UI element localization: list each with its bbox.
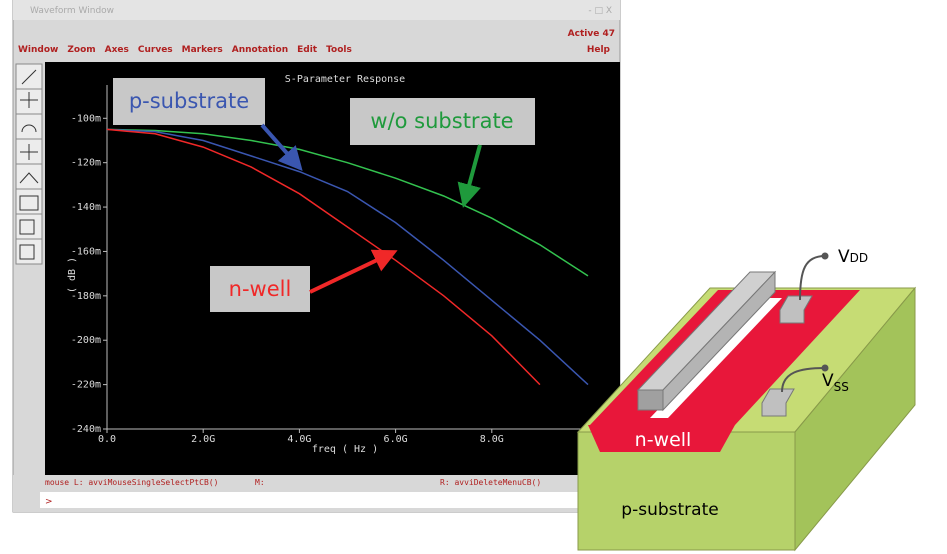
x-tick-label: 8.0G <box>480 434 504 445</box>
status-left: mouse L: avviMouseSingleSelectPtCB() <box>45 478 218 487</box>
waveform-window: Waveform Window - □ X Active 47 Window Zo… <box>13 0 620 512</box>
vdd-sub: DD <box>850 251 868 265</box>
tool-button[interactable] <box>16 164 42 189</box>
menu-item[interactable]: Tools <box>326 45 352 55</box>
vdd-label: VDD <box>838 247 868 267</box>
tool-button[interactable] <box>16 114 42 139</box>
annotation: p-substrate <box>129 89 249 113</box>
window-controls[interactable]: - □ X <box>588 6 612 16</box>
y-tick-label: -160m <box>71 246 101 257</box>
x-tick-label: 6.0G <box>384 434 408 445</box>
x-tick-label: 4.0G <box>287 434 311 445</box>
annotation: n-well <box>229 277 292 301</box>
x-tick-label: 2.0G <box>191 434 215 445</box>
y-axis-label: ( dB ) <box>67 257 78 293</box>
menu-item[interactable]: Curves <box>138 45 173 55</box>
y-tick-label: -220m <box>71 380 101 391</box>
substrate-diagram: n-well VDD VSS p-substrate <box>578 247 915 550</box>
status-middle: M: <box>255 478 265 487</box>
vss-main: V <box>822 371 834 391</box>
y-tick-label: -120m <box>71 158 101 169</box>
y-tick-label: -140m <box>71 202 101 213</box>
status-active: Active 47 <box>568 29 615 39</box>
x-axis-label: freq ( Hz ) <box>312 444 378 455</box>
vdd-main: V <box>838 247 850 267</box>
menu-item[interactable]: Markers <box>182 45 223 55</box>
substrate-label: p-substrate <box>621 500 718 520</box>
nwell-label: n-well <box>635 429 692 451</box>
menu-help[interactable]: Help <box>587 45 611 55</box>
menu-item[interactable]: Axes <box>105 45 129 55</box>
menu-item[interactable]: Zoom <box>67 45 95 55</box>
menu-bar: Window Zoom Axes Curves Markers Annotation Edi… <box>18 45 352 55</box>
status-right: R: avviDeleteMenuCB() <box>440 478 541 487</box>
prompt: > <box>45 497 53 507</box>
y-tick-label: -240m <box>71 424 101 435</box>
toolbar <box>16 64 42 264</box>
window-title: Waveform Window <box>30 6 114 16</box>
menu-item[interactable]: Annotation <box>232 45 288 55</box>
chart-title: S-Parameter Response <box>285 74 405 85</box>
vss-sub: SS <box>834 380 849 394</box>
command-line[interactable] <box>40 492 620 508</box>
page: Waveform Window - □ X Active 47 Window Zo… <box>0 0 947 554</box>
annotation: w/o substrate <box>370 109 513 133</box>
y-tick-label: -100m <box>71 113 101 124</box>
menu-item[interactable]: Window <box>18 45 58 55</box>
menu-item[interactable]: Edit <box>297 45 318 55</box>
x-tick-label: 0.0 <box>98 434 116 445</box>
terminal <box>822 253 829 260</box>
y-tick-label: -200m <box>71 335 101 346</box>
gate-front <box>638 390 663 410</box>
